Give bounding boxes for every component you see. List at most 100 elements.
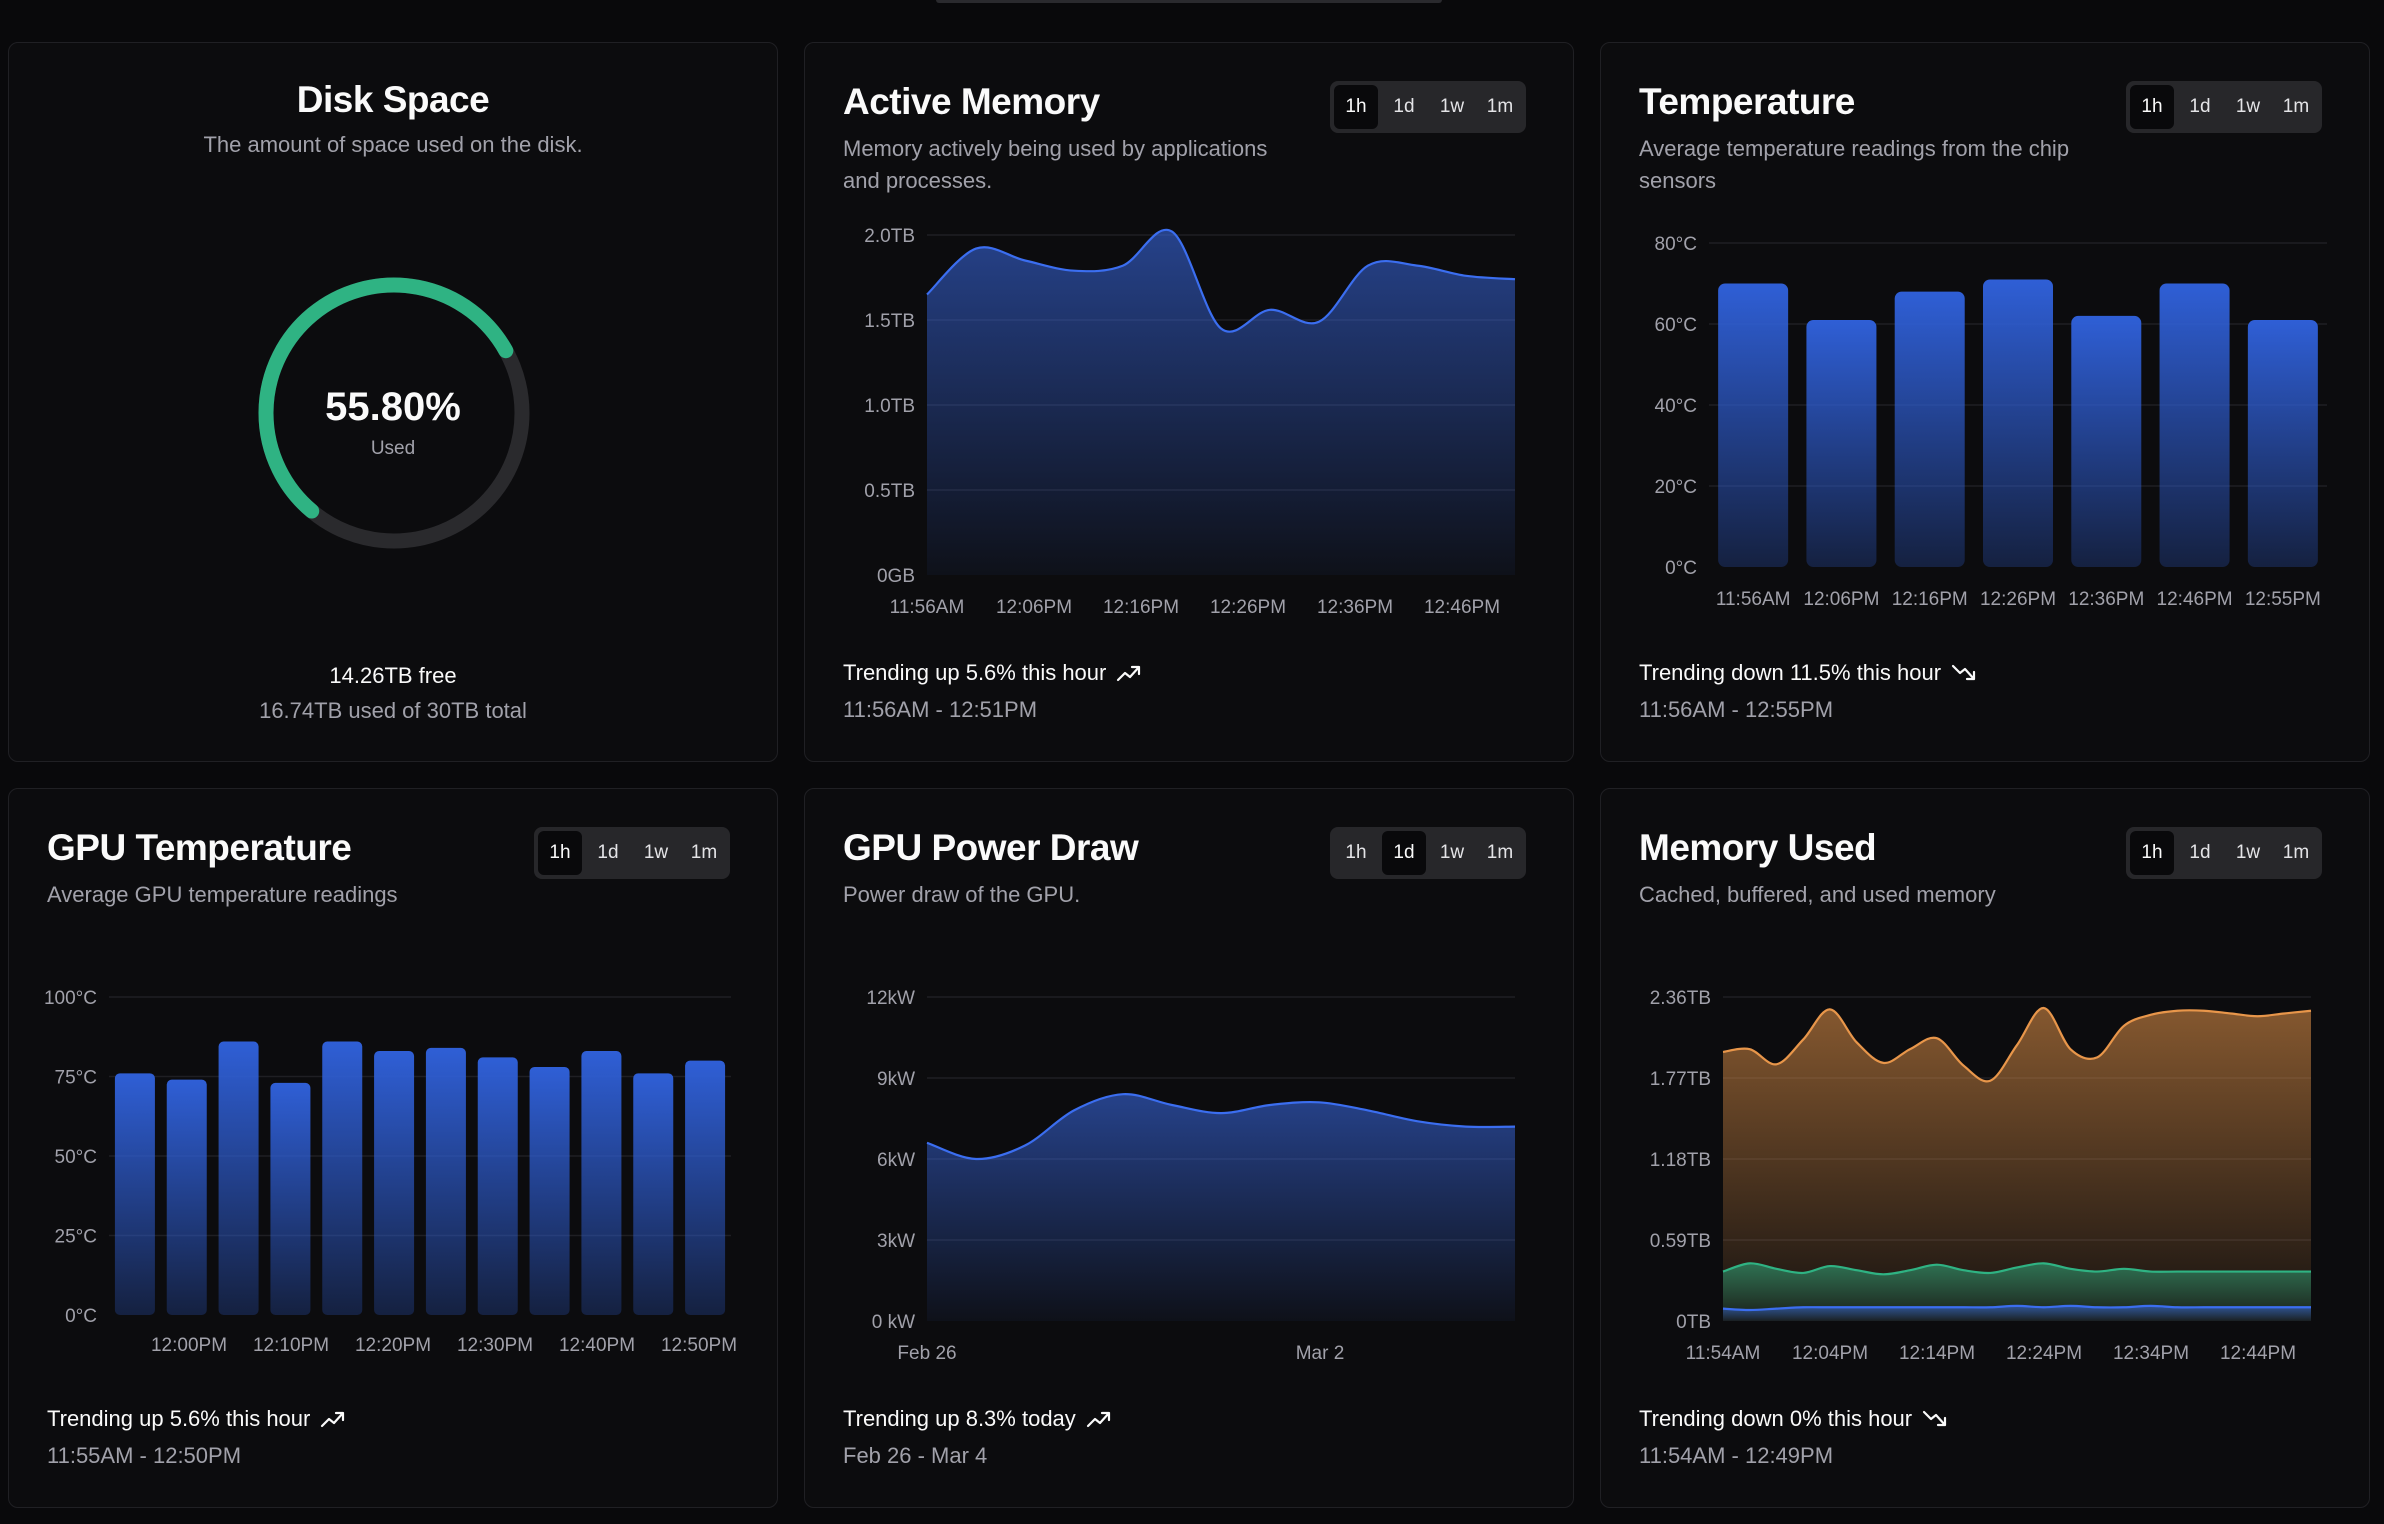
range-button-1d[interactable]: 1d — [2189, 842, 2211, 863]
bar[interactable] — [374, 1051, 415, 1315]
card-description: Average GPU temperature readings — [47, 879, 398, 911]
trend-line: Trending down 11.5% this hour — [1639, 660, 1977, 686]
range-button-1h[interactable]: 1h — [2130, 831, 2174, 875]
bar[interactable] — [322, 1041, 363, 1315]
donut-used-arc — [258, 277, 514, 519]
y-tick-label: 40°C — [1655, 396, 1697, 417]
range-button-1h[interactable]: 1h — [1334, 85, 1378, 129]
x-tick-label: 12:06PM — [996, 597, 1072, 618]
range-switch: 1h 1d 1w 1m — [1330, 827, 1526, 879]
x-tick-label: 12:44PM — [2220, 1343, 2296, 1364]
card-description: Memory actively being used by applicatio… — [843, 133, 1267, 197]
x-tick-label: 11:54AM — [1686, 1343, 1761, 1364]
memory-used-card: Memory Used Cached, buffered, and used m… — [1600, 788, 2370, 1508]
card-title: Disk Space — [296, 79, 490, 120]
bar[interactable] — [425, 1047, 466, 1315]
y-tick-label: 0.5TB — [864, 481, 915, 502]
y-tick-label: 1.5TB — [864, 311, 915, 332]
y-tick-label: 2.36TB — [1650, 988, 1711, 1009]
y-tick-label: 12kW — [866, 988, 915, 1009]
card-description: Cached, buffered, and used memory — [1639, 879, 1996, 911]
series-area — [927, 229, 1515, 575]
bar[interactable] — [2071, 315, 2142, 567]
y-tick-label: 50°C — [55, 1147, 97, 1168]
range-button-1w[interactable]: 1w — [2235, 842, 2261, 863]
active-memory-chart: 0GB 0.5TB 1.0TB 1.5TB 2.0TB 11:56AM 12:06PM 12:… — [864, 226, 1516, 618]
trend-line: Trending down 0% this hour — [1639, 1406, 1948, 1432]
card-title: Active Memory — [843, 81, 1100, 122]
y-tick-label: 9kW — [877, 1069, 915, 1090]
x-tick-label: 12:04PM — [1792, 1343, 1868, 1364]
y-tick-label: 6kW — [877, 1150, 915, 1171]
range-button-1d[interactable]: 1d — [2189, 96, 2211, 117]
trending-down-icon — [1951, 664, 1976, 681]
range-button-1h[interactable]: 1h — [2130, 85, 2174, 129]
bar[interactable] — [633, 1073, 674, 1315]
x-tick-label: 12:34PM — [2113, 1343, 2189, 1364]
range-button-1d[interactable]: 1d — [1382, 831, 1426, 875]
time-range-text: 11:55AM - 12:50PM — [47, 1443, 242, 1468]
y-tick-label: 0.59TB — [1650, 1231, 1711, 1252]
range-switch: 1h 1d 1w 1m — [2126, 81, 2322, 133]
range-button-1w[interactable]: 1w — [1439, 96, 1465, 117]
y-tick-label: 60°C — [1655, 315, 1697, 336]
bar[interactable] — [1718, 283, 1789, 568]
bar[interactable] — [2159, 283, 2230, 568]
series-line — [926, 228, 1516, 333]
series-line — [1722, 1262, 2311, 1276]
series-area — [927, 1094, 1515, 1321]
card-description: Power draw of the GPU. — [843, 879, 1080, 911]
range-button-1w[interactable]: 1w — [1439, 842, 1465, 863]
y-tick-label: 1.77TB — [1650, 1069, 1711, 1090]
range-button-1m[interactable]: 1m — [1486, 96, 1514, 117]
series-area — [1723, 1007, 2311, 1321]
x-tick-label: 12:46PM — [1424, 597, 1500, 618]
disk-used-label: Used — [370, 438, 416, 459]
range-switch: 1h 1d 1w 1m — [534, 827, 730, 879]
series-line — [1722, 1006, 2312, 1083]
y-tick-label: 100°C — [44, 988, 97, 1009]
range-button-1m[interactable]: 1m — [2282, 842, 2310, 863]
range-switch: 1h 1d 1w 1m — [1330, 81, 1526, 133]
x-tick-label: 12:06PM — [1803, 589, 1879, 610]
bar[interactable] — [685, 1060, 726, 1315]
x-tick-label: 11:56AM — [1716, 589, 1791, 610]
x-tick-label: 11:56AM — [890, 597, 965, 618]
range-button-1m[interactable]: 1m — [1486, 842, 1514, 863]
bar[interactable] — [166, 1079, 207, 1315]
range-button-1h[interactable]: 1h — [1345, 842, 1367, 863]
bar[interactable] — [270, 1082, 311, 1315]
series-area — [1723, 1305, 2311, 1321]
trending-down-icon — [1923, 1410, 1947, 1427]
y-tick-label: 0 kW — [872, 1312, 915, 1333]
bar[interactable] — [529, 1066, 570, 1315]
bar[interactable] — [1983, 279, 2053, 567]
card-description-line: sensors — [1639, 168, 1717, 193]
x-tick-label: 12:24PM — [2006, 1343, 2082, 1364]
range-button-1w[interactable]: 1w — [643, 842, 669, 863]
gpu-power-chart: 0 kW 3kW 6kW 9kW 12kW Feb 26 Mar 2 — [866, 988, 1516, 1364]
range-switch: 1h 1d 1w 1m — [2126, 827, 2322, 879]
range-button-1h[interactable]: 1h — [538, 831, 582, 875]
x-tick-label: 12:14PM — [1899, 1343, 1975, 1364]
bar[interactable] — [114, 1073, 155, 1315]
range-button-1m[interactable]: 1m — [690, 842, 718, 863]
bar[interactable] — [1806, 319, 1877, 567]
bar[interactable] — [1894, 291, 1965, 567]
card-description-line: Average temperature readings from the ch… — [1639, 136, 2070, 161]
trend-line: Trending up 5.6% this hour — [47, 1406, 346, 1432]
bar[interactable] — [581, 1051, 622, 1315]
range-button-1d[interactable]: 1d — [597, 842, 619, 863]
range-button-1d[interactable]: 1d — [1393, 96, 1415, 117]
bar[interactable] — [218, 1041, 259, 1315]
y-tick-label: 0TB — [1676, 1312, 1711, 1333]
range-button-1w[interactable]: 1w — [2235, 96, 2261, 117]
bar[interactable] — [477, 1057, 518, 1315]
range-button-1m[interactable]: 1m — [2282, 96, 2310, 117]
bar[interactable] — [2247, 319, 2318, 567]
x-tick-label: 12:36PM — [1317, 597, 1393, 618]
card-description: Average temperature readings from the ch… — [1639, 133, 2069, 197]
trending-up-icon — [1117, 665, 1141, 682]
x-tick-label: 12:26PM — [1210, 597, 1286, 618]
card-description-line: Cached, buffered, and used memory — [1639, 882, 1996, 907]
